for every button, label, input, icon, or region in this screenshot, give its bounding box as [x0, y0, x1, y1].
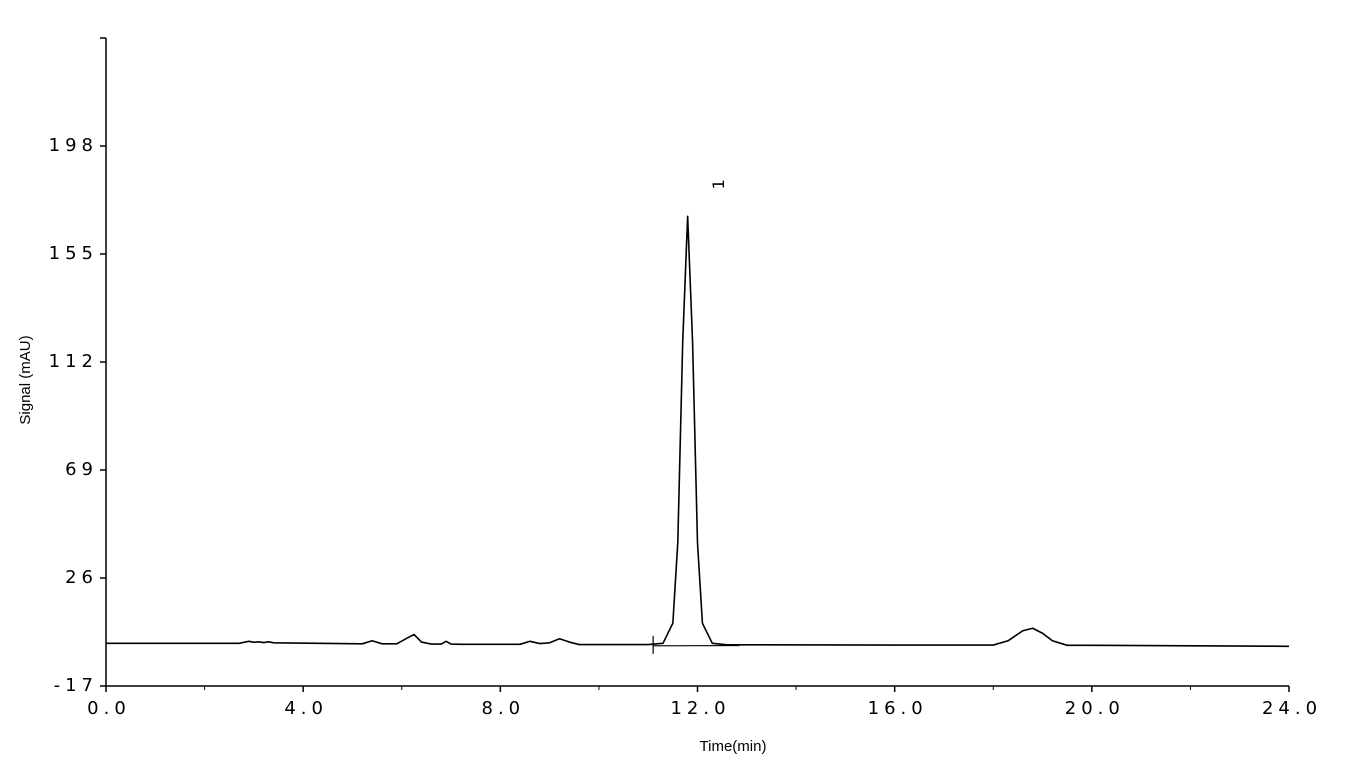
y-axis-title: Signal (mAU)	[17, 335, 34, 424]
y-tick-label: 26	[65, 567, 98, 588]
y-tick-label: 155	[49, 243, 98, 264]
x-tick-label: 0.0	[87, 698, 131, 719]
y-tick-label: 112	[49, 351, 98, 372]
y-tick-label: 198	[49, 135, 98, 156]
signal-line	[106, 216, 1289, 646]
x-tick-label: 4.0	[284, 698, 328, 719]
x-tick-label: 12.0	[670, 698, 730, 719]
x-tick-label: 16.0	[868, 698, 928, 719]
x-tick-label: 8.0	[482, 698, 526, 719]
x-axis-title: Time(min)	[700, 738, 767, 755]
y-tick-label: 69	[65, 459, 98, 480]
peak-label: 1	[709, 179, 728, 189]
y-tick-label: -17	[54, 675, 98, 696]
x-tick-label: 24.0	[1262, 698, 1322, 719]
x-tick-label: 20.0	[1065, 698, 1125, 719]
